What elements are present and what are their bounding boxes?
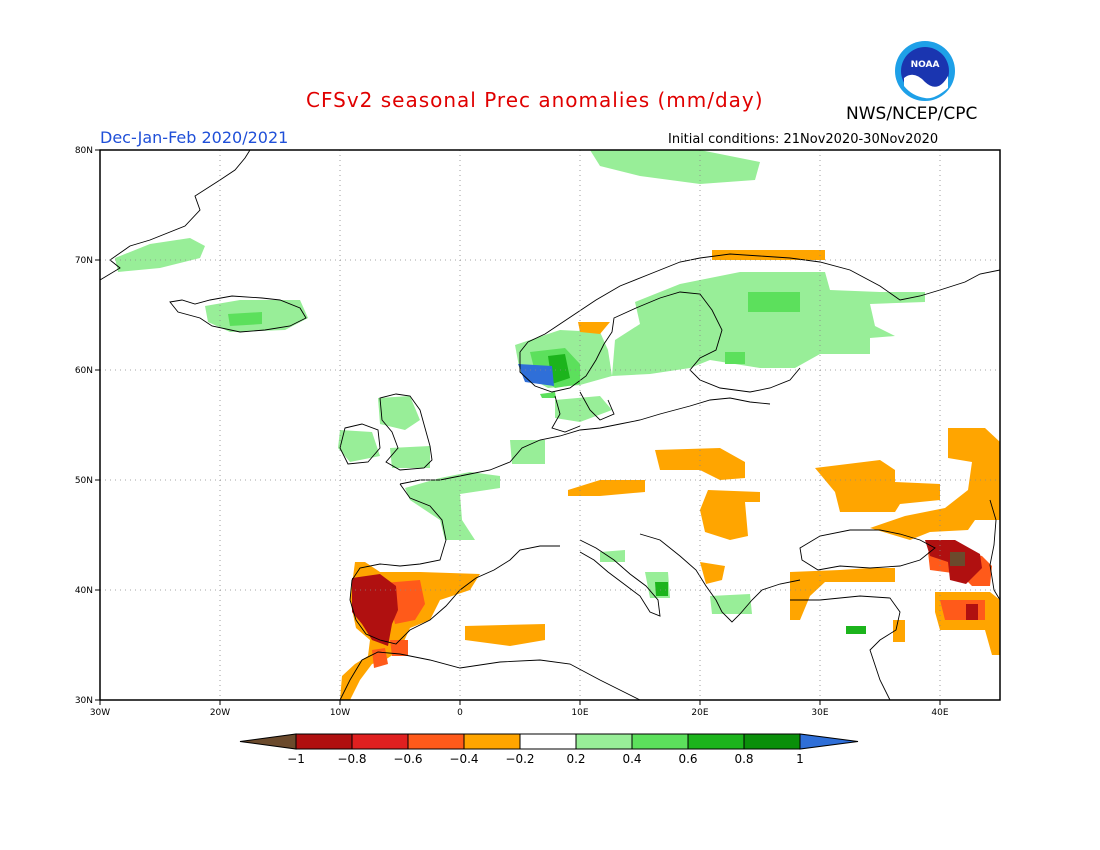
x-tick-label: 10E bbox=[571, 708, 588, 718]
colorbar-swatch bbox=[743, 733, 801, 750]
colorbar-label: −0.6 bbox=[393, 752, 422, 766]
colorbar-swatch bbox=[687, 733, 745, 750]
agency-label: NWS/NCEP/CPC bbox=[846, 104, 978, 124]
colorbar-arrow-low bbox=[239, 733, 297, 750]
map-title: CFSv2 seasonal Prec anomalies (mm/day) bbox=[306, 88, 764, 112]
x-tick-label: 10W bbox=[330, 708, 350, 718]
x-tick-label: 30E bbox=[811, 708, 828, 718]
colorbar-label: −0.8 bbox=[337, 752, 366, 766]
colorbar: −1 −0.8 −0.6 −0.4 −0.2 0.2 0.4 0.6 0.8 1 bbox=[239, 733, 859, 766]
colorbar-swatch bbox=[463, 733, 521, 750]
colorbar-swatch bbox=[407, 733, 465, 750]
y-tick-label: 50N bbox=[75, 476, 93, 486]
map-frame bbox=[99, 149, 1001, 701]
colorbar-label: 0.8 bbox=[734, 752, 753, 766]
map-grid bbox=[100, 150, 1000, 700]
colorbar-swatch bbox=[575, 733, 633, 750]
colorbar-label: 0.2 bbox=[566, 752, 585, 766]
logo-text: NOAA bbox=[911, 60, 940, 70]
x-tick-label: 0 bbox=[457, 708, 463, 718]
colorbar-label: −0.2 bbox=[505, 752, 534, 766]
x-tick-label: 30W bbox=[90, 708, 110, 718]
y-tick-label: 80N bbox=[75, 146, 93, 156]
y-axis-labels: 80N 70N 60N 50N 40N 30N bbox=[75, 146, 93, 706]
y-tick-label: 70N bbox=[75, 256, 93, 266]
colorbar-arrow-high bbox=[799, 733, 859, 750]
colorbar-swatch bbox=[295, 733, 353, 750]
colorbar-swatch bbox=[631, 733, 689, 750]
x-axis-labels: 30W 20W 10W 0 10E 20E 30E 40E bbox=[90, 708, 949, 718]
colorbar-label: 0.6 bbox=[678, 752, 697, 766]
colorbar-label: 0.4 bbox=[622, 752, 641, 766]
y-tick-label: 30N bbox=[75, 696, 93, 706]
season-label: Dec-Jan-Feb 2020/2021 bbox=[100, 128, 289, 147]
colorbar-swatch bbox=[519, 733, 577, 750]
colorbar-label: 1 bbox=[796, 752, 804, 766]
x-tick-label: 40E bbox=[931, 708, 948, 718]
x-tick-label: 20W bbox=[210, 708, 230, 718]
coastlines bbox=[99, 149, 1001, 701]
colorbar-swatch bbox=[351, 733, 409, 750]
noaa-logo-icon: NOAA bbox=[895, 41, 955, 101]
initial-conditions-label: Initial conditions: 21Nov2020-30Nov2020 bbox=[668, 132, 939, 147]
colorbar-label: −1 bbox=[287, 752, 305, 766]
y-tick-label: 60N bbox=[75, 366, 93, 376]
y-tick-label: 40N bbox=[75, 586, 93, 596]
x-tick-label: 20E bbox=[691, 708, 708, 718]
colorbar-label: −0.4 bbox=[449, 752, 478, 766]
